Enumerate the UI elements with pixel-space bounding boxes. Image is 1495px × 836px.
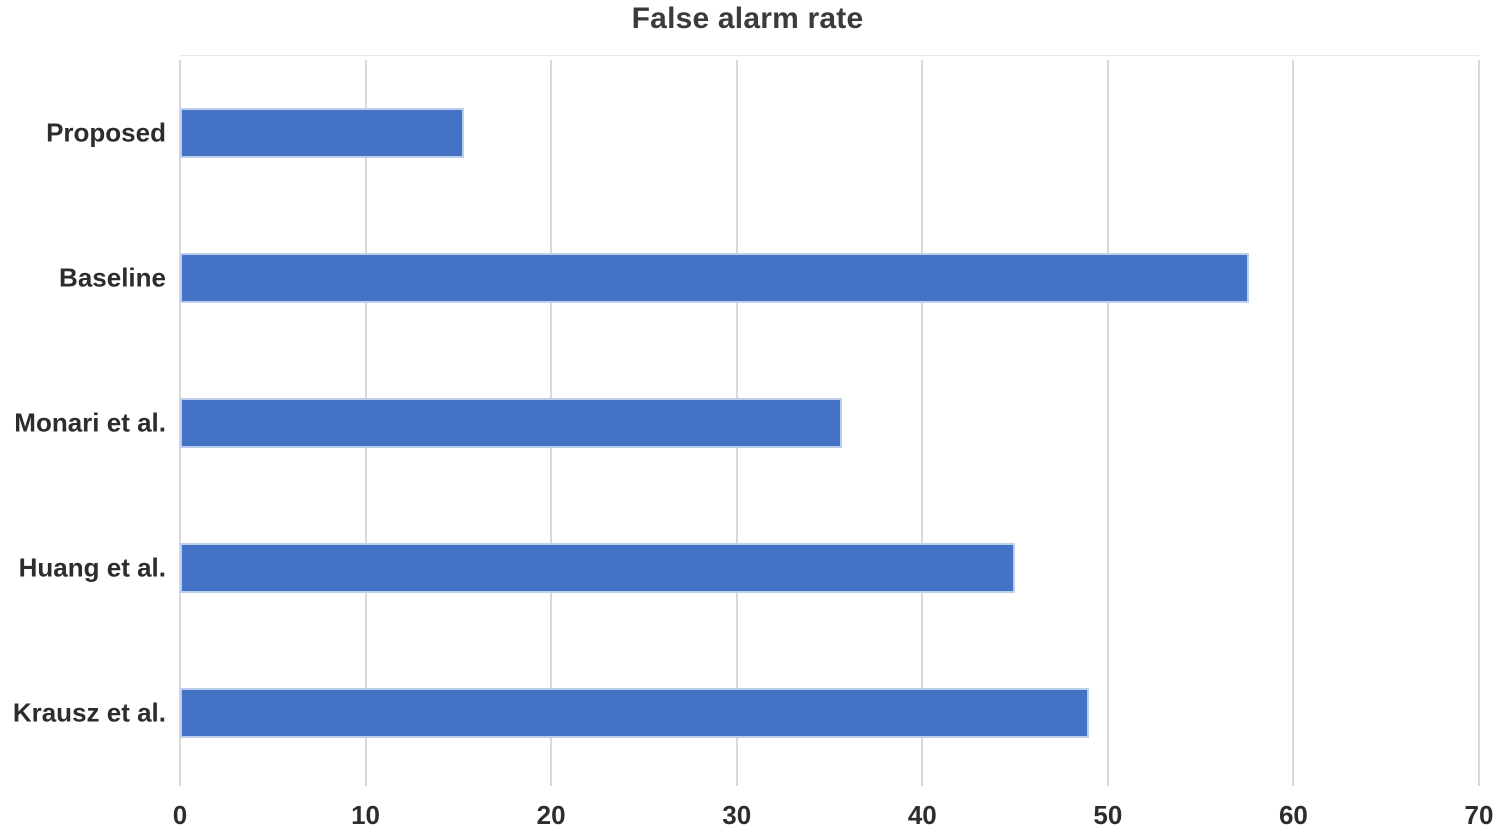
x-tick-label: 60 — [1278, 800, 1308, 830]
bar-baseline — [180, 252, 1249, 303]
bar-row — [180, 205, 1479, 350]
x-tick-label: 70 — [1464, 800, 1494, 830]
bar-row — [180, 641, 1479, 786]
x-tick-label: 40 — [907, 800, 937, 830]
bar-row — [180, 350, 1479, 495]
chart-title: False alarm rate — [631, 2, 864, 35]
category-label: Monari et al. — [14, 407, 166, 438]
bar-huang-et-al — [180, 543, 1016, 594]
bar-monari-et-al — [180, 397, 843, 448]
x-tick-label: 20 — [536, 800, 566, 830]
gridline — [1478, 60, 1480, 786]
x-tick-label: 30 — [722, 800, 752, 830]
bar-krausz-et-al — [180, 688, 1090, 739]
x-tick-label: 50 — [1093, 800, 1123, 830]
bar-proposed — [180, 107, 464, 158]
bar-row — [180, 60, 1479, 205]
category-axis: Proposed Baseline Monari et al. Huang et al… — [0, 60, 166, 786]
category-label: Huang et al. — [18, 552, 166, 583]
x-tick-label: 0 — [172, 800, 188, 830]
gridline — [1292, 60, 1295, 786]
category-label: Baseline — [59, 262, 166, 293]
category-label: Krausz et al. — [12, 697, 166, 728]
gridline — [921, 60, 924, 786]
value-axis: 0 10 20 30 40 50 60 70 — [173, 786, 1494, 836]
plot-area — [179, 60, 1480, 786]
category-label: Proposed — [46, 117, 166, 148]
gridline — [1106, 60, 1109, 786]
bar-row — [180, 496, 1479, 641]
plot-top-border — [180, 55, 1479, 56]
x-tick-label: 10 — [351, 800, 381, 830]
